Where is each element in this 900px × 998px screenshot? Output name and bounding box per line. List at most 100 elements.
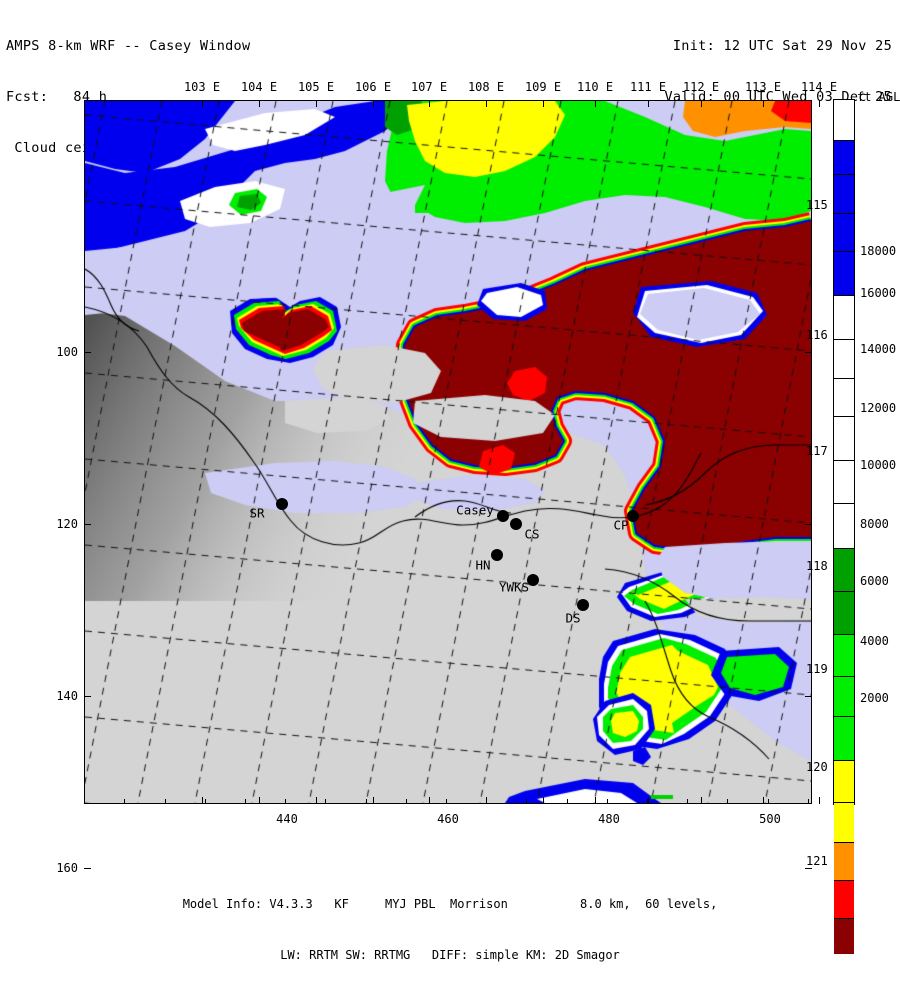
tickmark-minor-bottom	[526, 799, 528, 804]
lon-tick-top-112E: 112 E	[682, 80, 720, 94]
tickmark-left	[84, 696, 91, 697]
colorbar-band-14000	[834, 379, 854, 417]
tickmark-top	[373, 100, 374, 107]
tickmark-bottom	[316, 797, 317, 804]
colorbar-tick-8000: 8000	[860, 517, 889, 531]
tickmark-minor-bottom	[486, 799, 488, 804]
lon-tick-top-105E: 105 E	[297, 80, 335, 94]
station-marker-ywks[interactable]	[527, 574, 539, 586]
tickmark-top	[316, 100, 317, 107]
station-marker-casey[interactable]	[497, 510, 509, 522]
tickmark-bottom	[819, 797, 820, 804]
station-label-casey: Casey	[456, 502, 494, 518]
tickmark-minor-bottom	[687, 799, 689, 804]
station-marker-sr[interactable]	[276, 498, 288, 510]
tickmark-minor-bottom	[446, 799, 447, 804]
tickmark-top	[819, 100, 820, 107]
station-marker-cp[interactable]	[627, 510, 639, 522]
station-marker-hn[interactable]	[491, 549, 503, 561]
lon-tick-top-110E: 110 E	[576, 80, 614, 94]
colorbar-band-3000	[834, 843, 854, 881]
tickmark-top	[763, 100, 764, 107]
tickmark-bottom	[543, 797, 544, 804]
x-tick-bottom-480: 480	[598, 812, 620, 826]
tickmark-minor-bottom	[285, 799, 287, 804]
tickmark-right	[805, 524, 812, 525]
colorbar-tick-12000: 12000	[860, 401, 897, 415]
tickmark-minor-bottom	[365, 799, 367, 804]
lon-tick-top-106E: 106 E	[354, 80, 392, 94]
tickmark-top	[648, 100, 649, 107]
lon-tick-top-103E: 103 E	[183, 80, 221, 94]
colorbar-band-19000	[834, 175, 854, 214]
tickmark-left	[84, 868, 91, 869]
colorbar-band-9000	[834, 592, 854, 635]
tickmark-bottom	[373, 797, 374, 804]
tickmark-minor-bottom	[204, 799, 206, 804]
map-plot-area[interactable]: SR Casey CS CP HN YWKS DS	[84, 100, 812, 804]
footer-line-2: LW: RRTM SW: RRTMG DIFF: simple KM: 2D S…	[280, 948, 620, 962]
screenshot-root: AMPS 8-km WRF -- Casey Window Fcst: 84 h…	[6, 38, 900, 962]
tickmark-bottom	[595, 797, 596, 804]
colorbar-band-4000	[834, 803, 854, 843]
map-canvas[interactable]	[85, 101, 811, 803]
tickmark-top	[701, 100, 702, 107]
lon-tick-top-109E: 109 E	[524, 80, 562, 94]
lon-tick-top-111E: 111 E	[629, 80, 667, 94]
tickmark-minor-bottom	[727, 799, 729, 804]
lon-tick-right-121E: 121 E	[806, 854, 843, 868]
tickmark-top	[429, 100, 430, 107]
lon-tick-top-104E: 104 E	[240, 80, 278, 94]
tickmark-minor-bottom	[566, 799, 568, 804]
tickmark-bottom	[701, 797, 702, 804]
tickmark-top	[486, 100, 487, 107]
tickmark-minor-bottom	[164, 799, 166, 804]
colorbar[interactable]	[833, 99, 855, 954]
colorbar-tick-10000: 10000	[860, 458, 897, 472]
tickmark-bottom	[763, 797, 764, 804]
y-tick-left-140: 140	[56, 689, 78, 703]
station-label-ds: DS	[565, 610, 581, 626]
lon-tick-top-107E: 107 E	[410, 80, 448, 94]
colorbar-band-7000	[834, 677, 854, 717]
colorbar-band-20000	[834, 100, 854, 141]
colorbar-band-20000	[834, 141, 854, 175]
tickmark-bottom	[648, 797, 649, 804]
station-label-cs: CS	[524, 526, 540, 542]
station-marker-ds[interactable]	[577, 599, 589, 611]
x-tick-bottom-460: 460	[437, 812, 459, 826]
y-tick-left-160: 160	[56, 861, 78, 875]
colorbar-tick-6000: 6000	[860, 574, 889, 588]
tickmark-left	[84, 524, 91, 525]
colorbar-band-18000	[834, 214, 854, 252]
tickmark-bottom	[202, 797, 203, 804]
station-label-sr: SR	[249, 505, 265, 521]
colorbar-band-6000	[834, 717, 854, 761]
station-marker-cs[interactable]	[510, 518, 522, 530]
colorbar-band-17000	[834, 252, 854, 296]
tickmark-minor-bottom	[405, 799, 407, 804]
colorbar-band-15000	[834, 340, 854, 379]
tickmark-top	[202, 100, 203, 107]
lon-tick-top-114E: 114 E	[800, 80, 838, 94]
colorbar-band-13000	[834, 417, 854, 461]
y-tick-left-120: 120	[56, 517, 78, 531]
colorbar-tick-18000: 18000	[860, 244, 897, 258]
station-label-ywks: YWKS	[498, 579, 530, 595]
tickmark-minor-bottom	[124, 799, 126, 804]
tickmark-left	[84, 352, 91, 353]
tickmark-right	[805, 696, 812, 697]
tickmark-top	[543, 100, 544, 107]
colorbar-band-5000	[834, 761, 854, 803]
colorbar-band-12000	[834, 461, 854, 504]
tickmark-minor-bottom	[807, 799, 809, 804]
footer-line-1: Model Info: V4.3.3 KF MYJ PBL Morrison 8…	[182, 897, 718, 911]
footer-model-info: Model Info: V4.3.3 KF MYJ PBL Morrison 8…	[0, 862, 900, 998]
y-tick-left-100: 100	[56, 345, 78, 359]
tickmark-minor-bottom	[606, 799, 608, 804]
tickmark-top	[259, 100, 260, 107]
lon-tick-top-113E: 113 E	[744, 80, 782, 94]
x-tick-bottom-440: 440	[276, 812, 298, 826]
tickmark-right	[805, 352, 812, 353]
tickmark-right	[805, 868, 812, 869]
